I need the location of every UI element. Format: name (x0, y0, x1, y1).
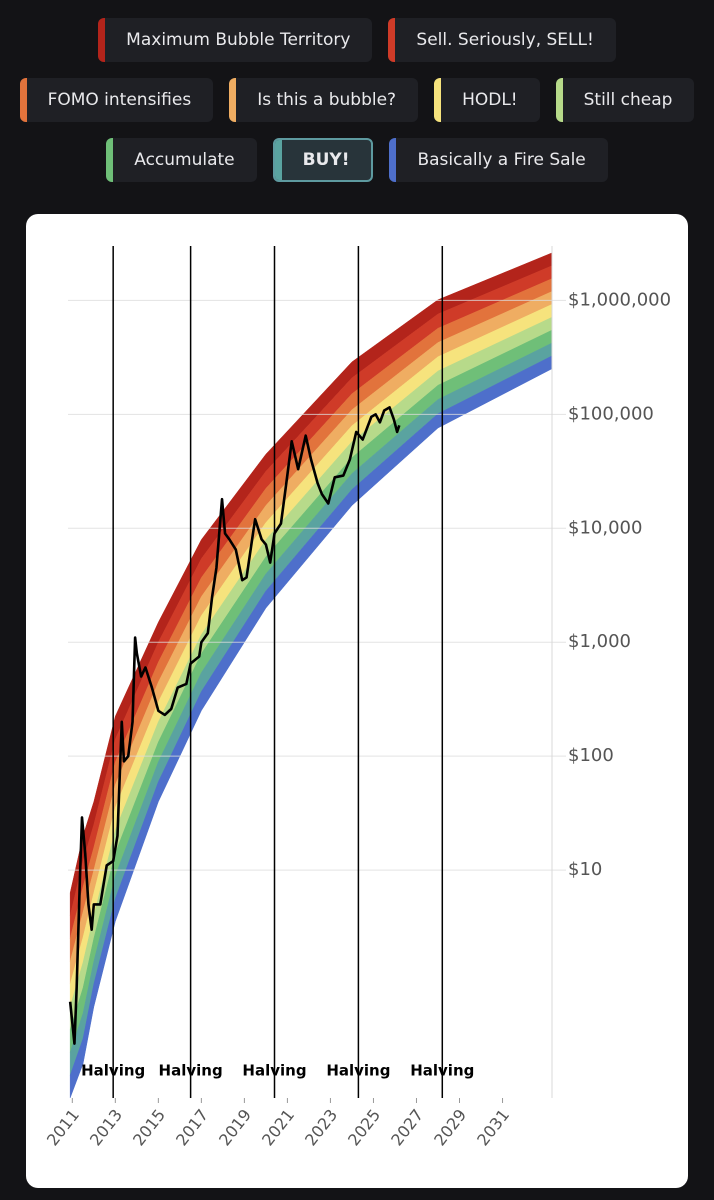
legend-label: Maximum Bubble Territory (126, 30, 351, 50)
y-tick-label: $1,000 (568, 631, 631, 652)
legend-label: Accumulate (134, 150, 235, 170)
legend-swatch (555, 78, 563, 122)
legend-swatch (434, 78, 442, 122)
y-tick-label: $1,000,000 (568, 289, 671, 310)
legend-row: FOMO intensifies Is this a bubble? HODL! St… (0, 78, 714, 122)
legend-button[interactable]: Maximum Bubble Territory (98, 18, 373, 62)
y-tick-label: $10,000 (568, 517, 642, 538)
legend-label: Is this a bubble? (257, 90, 397, 110)
legend-row: Maximum Bubble Territory Sell. Seriously,… (0, 18, 714, 62)
halving-label: Halving (410, 1062, 474, 1080)
legend-row: Accumulate BUY! Basically a Fire Sale (0, 138, 714, 182)
legend-swatch (106, 138, 114, 182)
legend-button[interactable]: Accumulate (106, 138, 257, 182)
legend-button[interactable]: BUY! (272, 138, 374, 182)
legend-label: Still cheap (583, 90, 673, 110)
legend-button[interactable]: Basically a Fire Sale (389, 138, 608, 182)
legend-button[interactable]: HODL! (434, 78, 540, 122)
halving-label: Halving (81, 1062, 145, 1080)
legend-swatch (389, 138, 397, 182)
y-tick-label: $100 (568, 745, 614, 766)
legend-swatch (274, 140, 282, 180)
y-tick-label: $100,000 (568, 403, 654, 424)
legend-swatch (388, 18, 396, 62)
legend: Maximum Bubble Territory Sell. Seriously,… (0, 18, 714, 182)
legend-swatch (98, 18, 106, 62)
price-line (68, 406, 401, 1045)
halving-label: Halving (159, 1062, 223, 1080)
legend-label: Basically a Fire Sale (417, 150, 586, 170)
legend-swatch (19, 78, 27, 122)
legend-label: BUY! (302, 150, 350, 170)
y-tick-label: $10 (568, 859, 602, 880)
halving-label: Halving (242, 1062, 306, 1080)
halving-label: Halving (326, 1062, 390, 1080)
legend-label: FOMO intensifies (47, 90, 192, 110)
legend-button[interactable]: FOMO intensifies (19, 78, 214, 122)
legend-button[interactable]: Sell. Seriously, SELL! (388, 18, 616, 62)
legend-swatch (229, 78, 237, 122)
legend-button[interactable]: Is this a bubble? (229, 78, 419, 122)
legend-label: HODL! (462, 90, 518, 110)
legend-label: Sell. Seriously, SELL! (416, 30, 594, 50)
legend-button[interactable]: Still cheap (555, 78, 695, 122)
chart-card (26, 214, 688, 1188)
